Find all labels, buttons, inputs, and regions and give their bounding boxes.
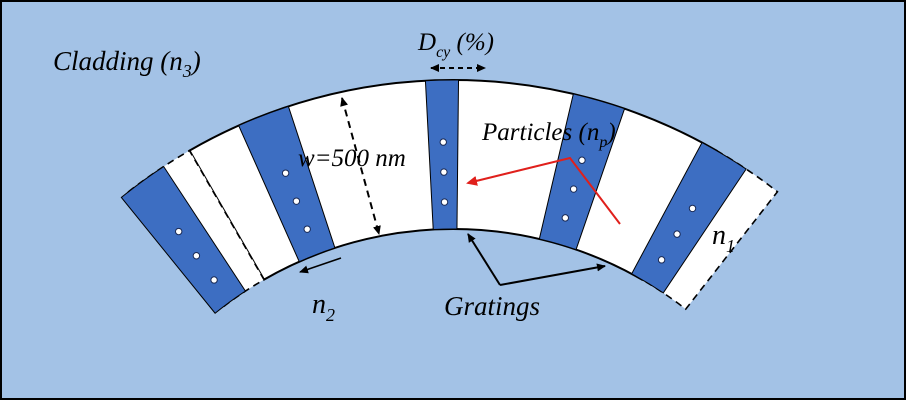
- n1-label-sub: 1: [726, 236, 735, 256]
- grating-stripe: [630, 141, 747, 294]
- particle-dot: [569, 185, 578, 193]
- particle-dot: [578, 156, 586, 164]
- particle-dot: [440, 198, 449, 206]
- duty-cycle-tail: (%): [450, 29, 494, 56]
- particle-dot: [303, 225, 311, 233]
- grating-stripe: [538, 93, 626, 251]
- duty-cycle-main: D: [417, 29, 436, 56]
- n1-label: n1: [712, 220, 735, 256]
- particles-label-close: ): [605, 119, 615, 146]
- particle-dot: [673, 230, 681, 238]
- n1-label-main: n: [712, 220, 726, 251]
- duty-cycle-label: Dcy (%): [417, 29, 494, 61]
- particles-label-sub: p: [598, 134, 607, 151]
- cladding-label-sub: 3: [182, 61, 192, 81]
- particle-dot: [281, 169, 290, 177]
- particle-dot: [174, 227, 183, 236]
- particle-dot: [440, 168, 448, 176]
- duty-cycle-sub: cy: [436, 44, 451, 61]
- n2-label: n2: [312, 289, 335, 325]
- particles-label-main: Particles (n: [481, 119, 599, 146]
- width-label: w=500 nm: [298, 145, 406, 172]
- particle-dot: [657, 256, 666, 264]
- particles-label: Particles (np): [481, 119, 616, 151]
- cladding-label-close: ): [190, 46, 201, 76]
- n2-pointer: [299, 257, 342, 274]
- gratings-label: Gratings: [444, 291, 540, 321]
- particle-dot: [688, 204, 697, 213]
- grating-stripe: [237, 105, 336, 263]
- particle-dot: [292, 197, 301, 205]
- n2-label-main: n: [312, 289, 326, 320]
- n2-label-sub: 2: [326, 305, 335, 325]
- grating-stripe: [424, 79, 460, 231]
- particles-pointer: [466, 156, 621, 225]
- cladding-label: Cladding (n3): [53, 46, 201, 81]
- grating-group: [120, 79, 747, 314]
- gratings-pointer-left: [467, 233, 501, 286]
- particle-dot: [439, 138, 447, 146]
- particle-dot: [192, 252, 201, 260]
- gratings-pointer-right: [499, 263, 606, 286]
- cladding-label-main: Cladding (n: [53, 46, 183, 76]
- particle-dot: [561, 214, 570, 222]
- particle-dot: [210, 276, 218, 284]
